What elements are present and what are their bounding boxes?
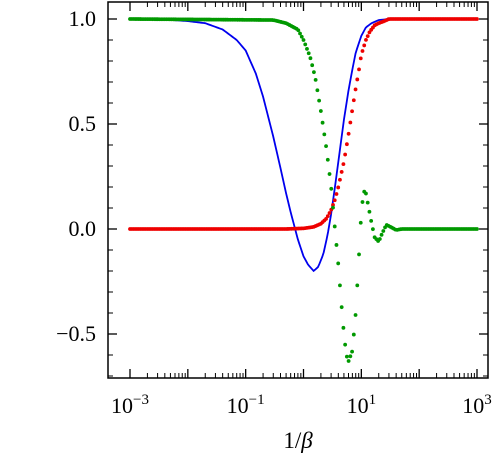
- plot-area: [128, 17, 479, 363]
- series-point-2: [327, 172, 332, 176]
- series-point-1: [343, 152, 348, 157]
- series-point-2: [371, 227, 375, 232]
- series-point-1: [348, 120, 353, 125]
- series-point-2: [305, 46, 309, 51]
- series-point-1: [362, 43, 367, 48]
- plot-frame: [107, 1, 489, 379]
- series-point-2: [324, 144, 328, 149]
- series-point-2: [312, 70, 316, 75]
- series-point-2: [325, 157, 330, 162]
- series-point-2: [299, 34, 304, 39]
- series-point-1: [332, 198, 337, 203]
- series-point-2: [379, 232, 384, 237]
- series-point-2: [348, 354, 353, 359]
- series-point-1: [325, 214, 330, 219]
- series-point-2: [341, 325, 346, 330]
- series-point-1: [338, 177, 342, 182]
- series-point-2: [310, 63, 315, 68]
- series-point-2: [301, 38, 306, 42]
- series-point-1: [336, 185, 341, 190]
- series-point-1: [365, 34, 370, 39]
- series-point-1: [327, 211, 332, 215]
- series-point-1: [364, 38, 368, 42]
- series-point-2: [381, 229, 386, 233]
- axes: −0.5 0.0 0.5 1.0 10−3 10−1 101 103: [56, 2, 492, 418]
- series-point-1: [324, 217, 328, 221]
- series-point-1: [360, 49, 365, 53]
- series-point-2: [296, 28, 301, 33]
- series-point-2: [329, 186, 334, 191]
- series-point-2: [357, 252, 361, 257]
- series-point-2: [338, 283, 342, 288]
- x-tick-label: 10−1: [227, 392, 265, 418]
- x-tick-label: 101: [347, 392, 377, 418]
- series-point-2: [475, 227, 479, 231]
- series-point-1: [358, 56, 363, 61]
- series-point-2: [318, 109, 323, 113]
- series-point-2: [315, 88, 320, 93]
- series-point-2: [334, 243, 339, 247]
- y-tick-label: 1.0: [69, 6, 97, 31]
- series-point-2: [332, 224, 337, 229]
- x-tick-label: 103: [462, 392, 492, 418]
- series-point-1: [346, 131, 351, 136]
- series-point-1: [331, 203, 335, 207]
- series-point-2: [306, 51, 311, 56]
- series-point-2: [298, 31, 302, 36]
- series-point-2: [355, 283, 360, 288]
- series-point-2: [369, 218, 374, 223]
- y-tick-label: −0.5: [56, 321, 96, 346]
- series-point-2: [339, 305, 344, 310]
- series-point-2: [365, 200, 370, 205]
- series-point-1: [357, 67, 361, 72]
- x-tick-label: 10−3: [111, 392, 149, 418]
- series-point-2: [317, 98, 322, 103]
- series-point-2: [331, 205, 335, 210]
- series-point-2: [358, 220, 363, 225]
- series-point-2: [350, 349, 354, 354]
- series-point-1: [339, 170, 344, 174]
- series-point-2: [313, 77, 318, 82]
- series-point-1: [341, 162, 346, 167]
- series-point-2: [364, 191, 368, 196]
- series-point-2: [346, 359, 351, 363]
- series-point-2: [322, 132, 327, 137]
- y-tick-label: 0.0: [69, 216, 97, 241]
- y-tick-label: 0.5: [69, 111, 97, 136]
- series-point-2: [343, 342, 348, 347]
- series-point-2: [336, 261, 341, 266]
- series-line-0: [130, 18, 477, 273]
- series-point-2: [360, 200, 365, 204]
- x-axis-title: 1/β: [283, 428, 313, 453]
- series-point-1: [344, 142, 349, 147]
- series-point-1: [355, 77, 360, 82]
- series-point-2: [353, 313, 358, 317]
- series-point-2: [308, 56, 313, 61]
- series-point-1: [351, 98, 356, 103]
- series-point-2: [377, 237, 382, 241]
- series-point-2: [320, 120, 325, 125]
- series-point-1: [334, 192, 339, 196]
- series-point-2: [303, 42, 308, 47]
- series-point-2: [351, 332, 356, 337]
- series-point-1: [353, 87, 358, 92]
- series-point-1: [350, 109, 354, 114]
- series-point-2: [344, 354, 349, 359]
- series-point-2: [367, 209, 372, 214]
- series-point-1: [475, 17, 479, 21]
